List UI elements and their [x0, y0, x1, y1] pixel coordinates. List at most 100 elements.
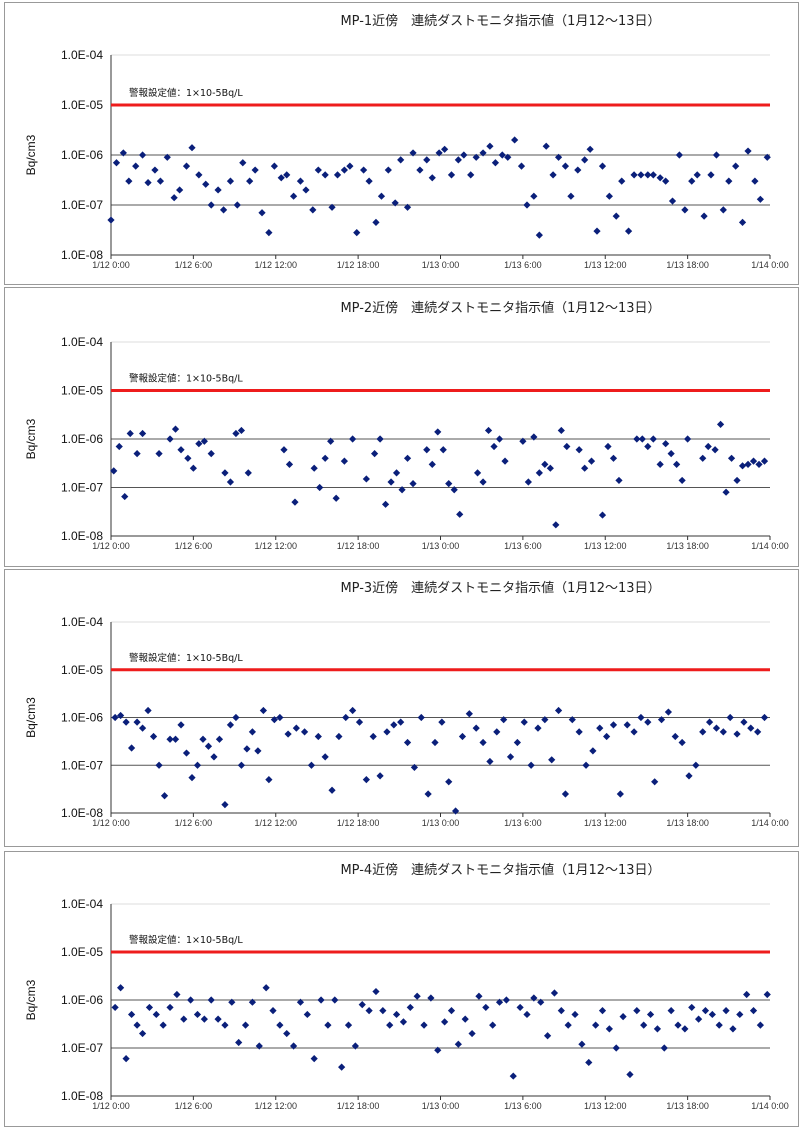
data-point — [383, 728, 391, 736]
chart-title: MP-1近傍 連続ダストモニタ指示値（1月12～13日） — [340, 13, 660, 29]
data-point — [125, 177, 133, 185]
data-point — [376, 772, 384, 780]
data-point — [557, 1007, 565, 1015]
data-point — [214, 186, 222, 194]
data-point — [561, 790, 570, 798]
data-point — [688, 177, 696, 185]
data-point — [733, 730, 741, 738]
data-point — [214, 1015, 222, 1023]
data-point — [452, 807, 460, 815]
data-point — [557, 426, 565, 435]
data-point — [384, 166, 392, 174]
data-point — [644, 718, 652, 726]
data-point — [504, 153, 512, 161]
data-point — [501, 457, 509, 465]
y-tick-label: 1.0E-05 — [61, 98, 103, 112]
data-point — [431, 738, 439, 747]
data-point — [132, 162, 140, 170]
y-tick-label: 1.0E-04 — [61, 48, 103, 62]
data-point — [479, 149, 487, 157]
data-point — [646, 1010, 655, 1019]
data-point — [656, 460, 664, 468]
data-point — [439, 446, 447, 454]
data-point — [633, 1007, 641, 1015]
data-point — [612, 212, 620, 220]
data-point — [550, 989, 559, 997]
data-point — [638, 435, 646, 443]
data-point — [465, 710, 473, 718]
chart-title: MP-2近傍 連続ダストモニタ指示値（1月12～13日） — [340, 300, 660, 316]
data-point — [524, 478, 532, 486]
data-point — [314, 166, 322, 174]
data-point — [736, 1010, 744, 1019]
data-point — [530, 433, 538, 441]
data-point — [219, 206, 228, 214]
data-point — [699, 454, 707, 462]
data-point — [427, 994, 435, 1002]
data-point — [582, 761, 590, 769]
data-point — [200, 437, 208, 445]
data-point — [479, 738, 487, 747]
data-point — [756, 1021, 764, 1029]
x-tick-label: 1/14 0:00 — [751, 541, 789, 551]
data-point — [423, 446, 431, 454]
x-tick-label: 1/12 6:00 — [175, 818, 213, 828]
data-point — [763, 990, 771, 999]
data-point — [170, 194, 178, 202]
data-point — [575, 728, 583, 736]
data-point — [441, 1018, 449, 1026]
data-point — [251, 166, 259, 174]
x-tick-label: 1/12 0:00 — [92, 818, 130, 828]
data-point — [221, 469, 229, 477]
data-point — [284, 730, 292, 738]
data-point — [458, 732, 467, 741]
y-tick-label: 1.0E-06 — [61, 148, 103, 162]
y-tick-label: 1.0E-07 — [61, 198, 103, 212]
chart-panel-mp2: MP-2近傍 連続ダストモニタ指示値（1月12～13日） 1.0E-04 1.0E-… — [4, 287, 799, 567]
data-point — [743, 990, 751, 999]
data-point — [122, 718, 130, 726]
data-point — [171, 425, 180, 433]
data-point — [262, 984, 270, 992]
data-point — [115, 442, 123, 451]
data-point — [138, 429, 147, 438]
data-point — [447, 1007, 456, 1015]
data-point — [292, 724, 300, 732]
data-point — [754, 728, 762, 736]
data-point — [381, 500, 390, 508]
chart-title: MP-4近傍 連続ダストモニタ指示値（1月12～13日） — [340, 862, 660, 878]
y-axis-label: Bq/cm3 — [24, 418, 38, 459]
x-tick-label: 1/12 12:00 — [254, 260, 297, 270]
data-point — [756, 195, 764, 203]
data-point — [674, 1021, 682, 1029]
data-point — [232, 713, 240, 722]
data-point — [280, 446, 288, 454]
data-point — [626, 1070, 634, 1079]
data-point — [586, 145, 594, 153]
data-point — [332, 494, 340, 502]
data-point — [228, 998, 236, 1006]
data-point — [207, 996, 215, 1004]
data-point — [182, 162, 191, 170]
data-point — [657, 716, 666, 724]
data-point — [379, 1007, 387, 1015]
data-point — [502, 996, 510, 1004]
data-point — [259, 706, 267, 715]
data-point — [349, 706, 357, 715]
data-point — [166, 735, 174, 743]
data-point — [701, 1007, 710, 1015]
y-tick-label: 1.0E-05 — [61, 663, 103, 677]
data-point — [604, 442, 612, 451]
data-point — [722, 1007, 730, 1015]
data-point — [593, 227, 601, 235]
data-point — [195, 440, 203, 448]
data-point — [726, 713, 734, 722]
data-point — [623, 721, 631, 729]
data-point — [314, 732, 322, 741]
data-point — [265, 229, 273, 237]
x-tick-label: 1/13 6:00 — [504, 541, 542, 551]
data-point — [630, 171, 638, 179]
data-point — [561, 162, 570, 170]
data-point — [675, 151, 683, 159]
x-tick-label: 1/13 12:00 — [584, 818, 627, 828]
